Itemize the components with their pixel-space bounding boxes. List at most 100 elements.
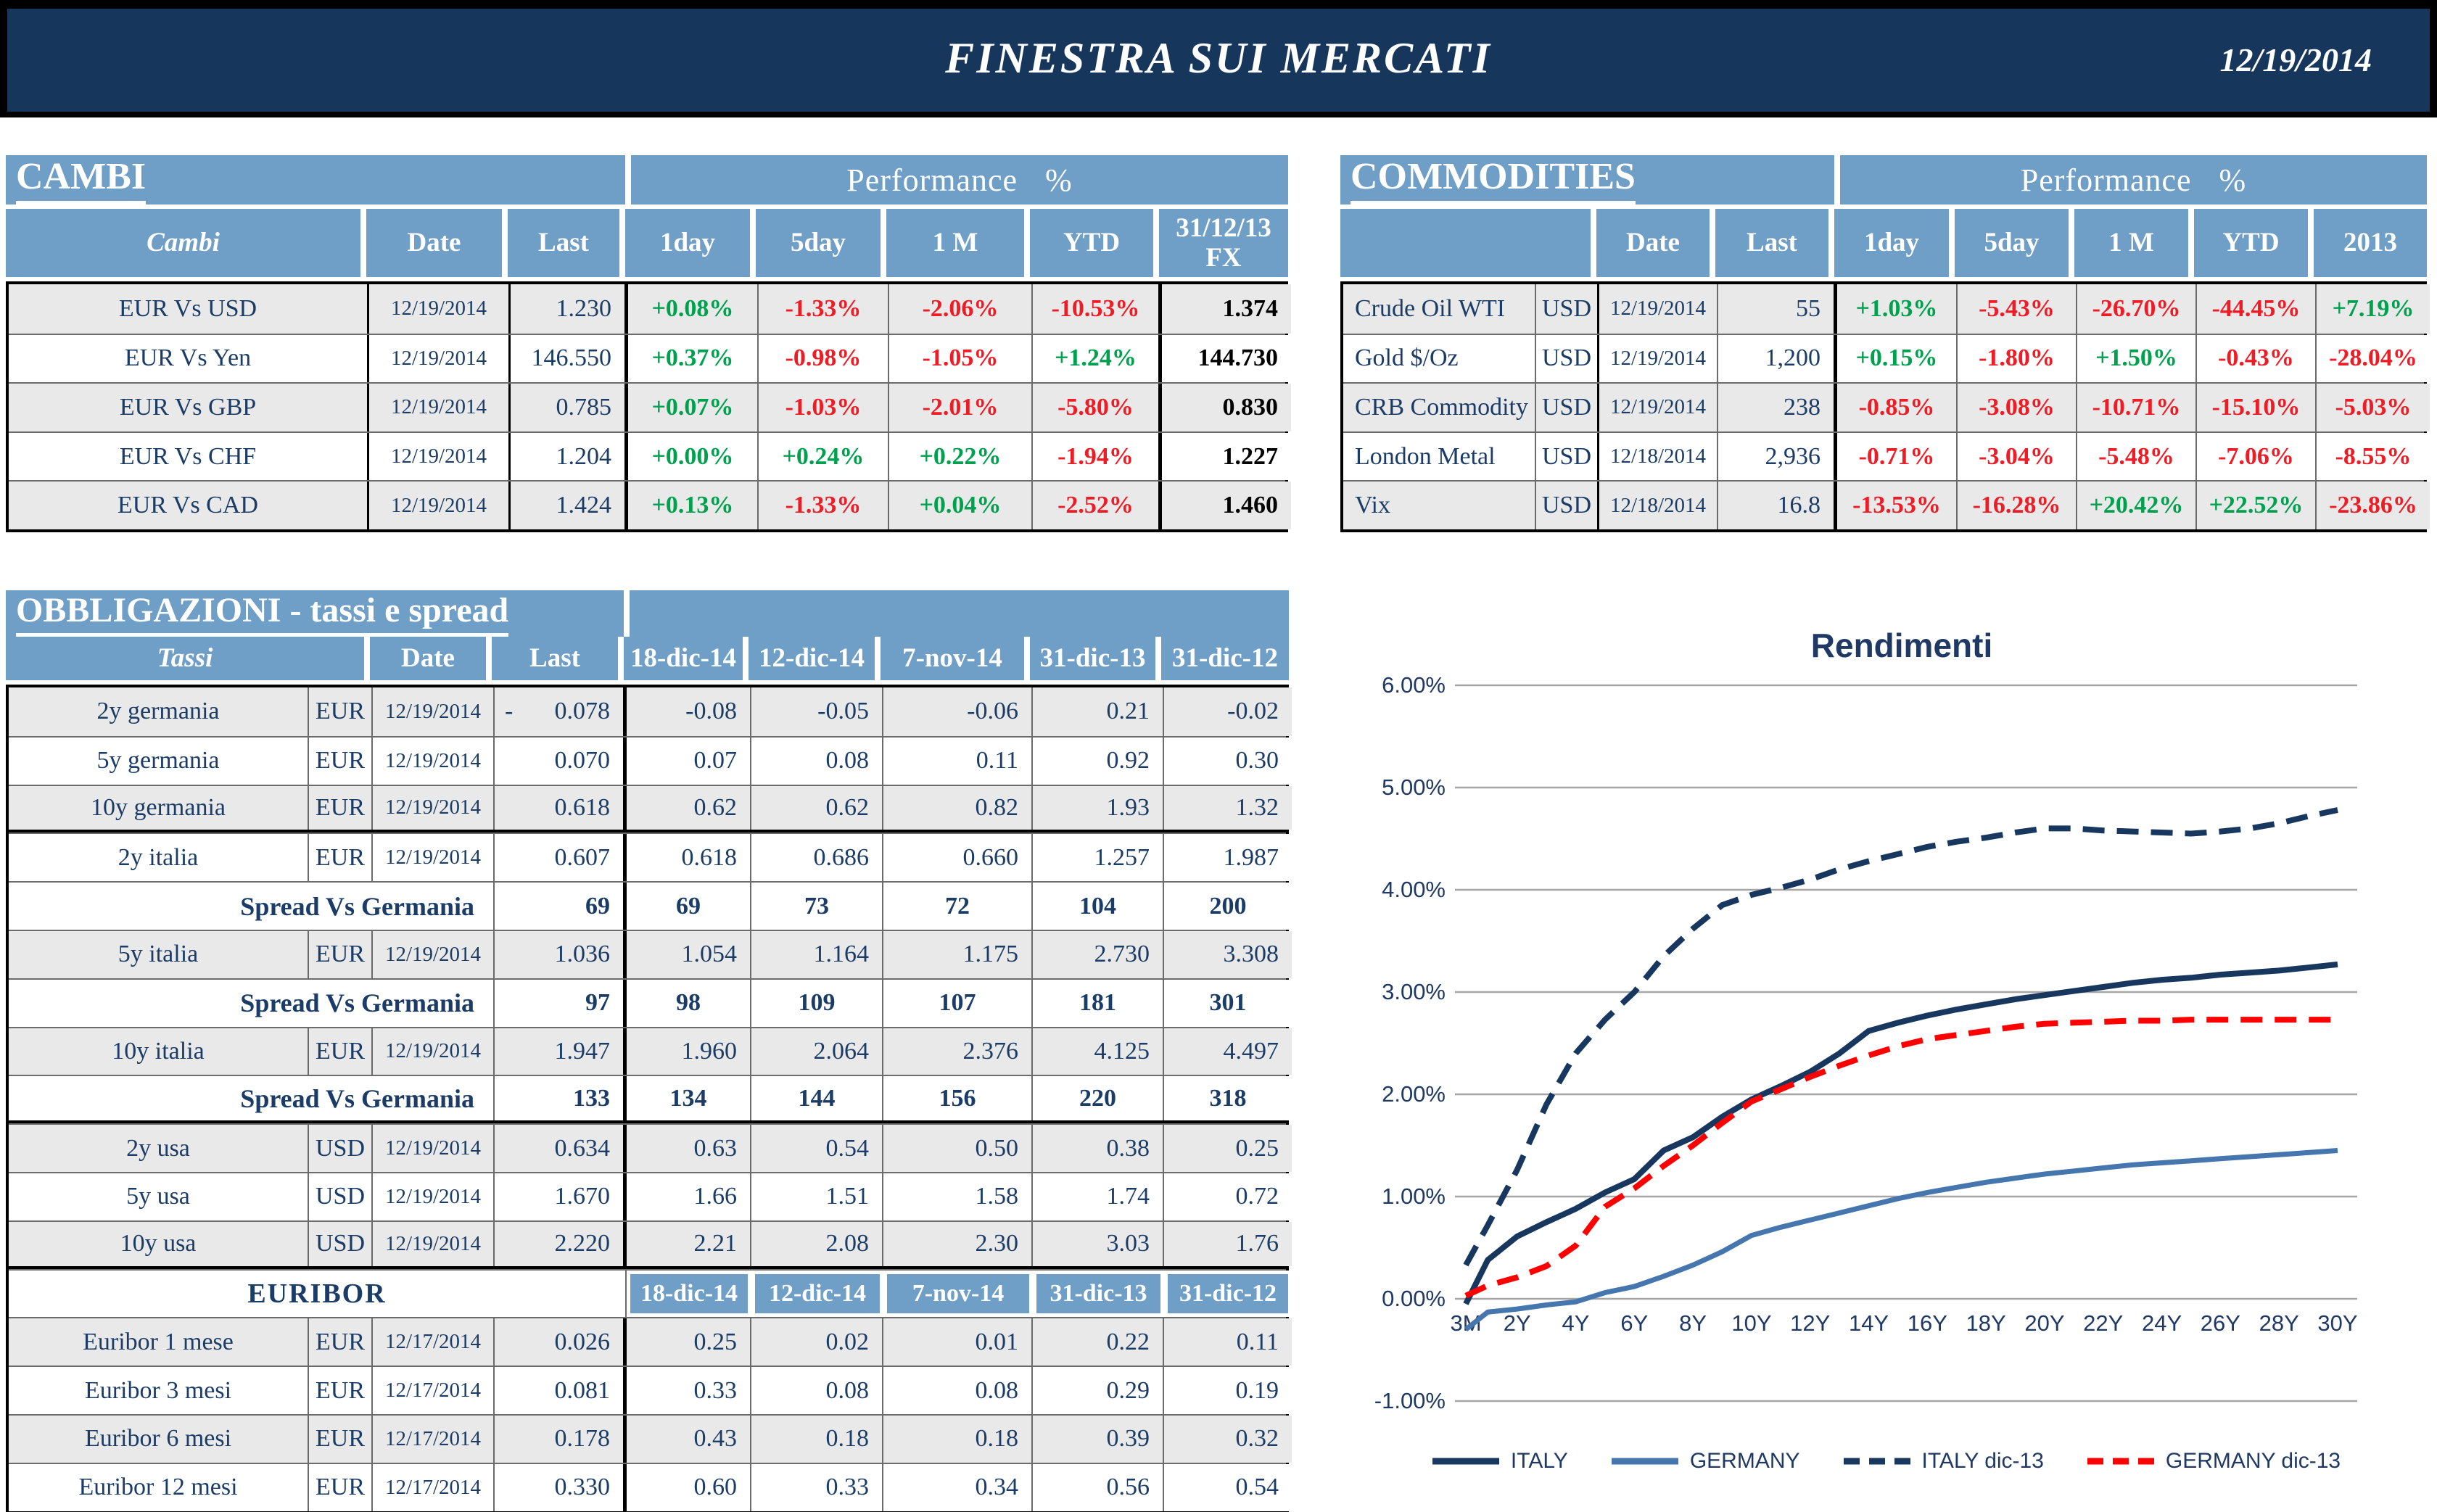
commodities-data: Crude Oil WTI USD 12/19/2014 55 +1.03% -5.43%… (1340, 281, 2430, 532)
perf-value: +7.19% (2317, 284, 2430, 334)
table-row: EUR Vs CHF 12/19/2014 1.204 +0.00% +0.24% +0.… (9, 431, 1291, 481)
spread-hist-value: 98 (627, 979, 751, 1027)
x-axis-label: 22Y (2083, 1310, 2123, 1336)
perf-value: +0.22% (889, 432, 1033, 481)
chart-title: Rendimenti (1811, 627, 1992, 664)
perf-value: -8.55% (2317, 432, 2430, 481)
bond-last: 0.081 (495, 1367, 627, 1414)
cambi-pair-name: EUR Vs GBP (9, 384, 369, 431)
commodity-date: 12/19/2014 (1599, 284, 1718, 334)
legend-line-sample (1611, 1458, 1678, 1465)
bond-hist-value: 0.25 (627, 1318, 751, 1366)
commodity-date: 12/19/2014 (1599, 384, 1718, 431)
table-row: EURIBOR 18-dic-14 12-dic-14 7-nov-14 31-dic-… (9, 1268, 1292, 1318)
bond-date: 12/19/2014 (373, 1125, 495, 1172)
perf-value: -1.03% (759, 384, 889, 431)
commodities-title-row: COMMODITIES Performance % (1340, 155, 2427, 205)
bond-hist-value: 1.66 (627, 1173, 751, 1220)
perf-value: +1.03% (1837, 284, 1958, 334)
perf-value: -28.04% (2317, 334, 2430, 383)
perf-value: -13.53% (1837, 482, 1958, 529)
x-axis-label: 10Y (1731, 1310, 1771, 1336)
bond-currency: EUR (309, 687, 373, 736)
bond-hist-value: 0.02 (751, 1318, 883, 1366)
column-header-date: Date (1596, 209, 1715, 277)
bond-currency: EUR (309, 785, 373, 830)
table-row: 10y italia EUR 12/19/2014 1.947 1.960 2.064 2.… (9, 1026, 1292, 1075)
spread-hist-value: 73 (751, 883, 883, 930)
column-header-blank (1340, 209, 1596, 277)
bond-date: 12/17/2014 (373, 1463, 495, 1511)
bond-currency: EUR (309, 737, 373, 785)
table-row: EUR Vs CAD 12/19/2014 1.424 +0.13% -1.33% +0.… (9, 480, 1291, 529)
bond-date: 12/19/2014 (373, 737, 495, 785)
cambi-column-headers: Cambi Date Last 1day 5day 1 M YTD 31/12/13 FX (6, 209, 1288, 277)
bonds-title-filler (630, 590, 1289, 637)
bond-last: 1.670 (495, 1173, 627, 1220)
bond-hist-value: -0.08 (627, 687, 751, 736)
legend-item: ITALY dic-13 (1842, 1449, 2044, 1474)
bond-hist-value: 3.308 (1164, 930, 1292, 978)
bonds-title-row: OBBLIGAZIONI - tassi e spread (6, 590, 1289, 637)
bond-name: 5y usa (9, 1173, 309, 1220)
x-axis-label: 30Y (2317, 1310, 2357, 1336)
bond-name: Euribor 3 mesi (9, 1367, 309, 1414)
bond-hist-value: -0.05 (751, 687, 883, 736)
table-row: Gold $/Oz USD 12/19/2014 1,200 +0.15% -1.80% +… (1343, 333, 2430, 383)
bond-hist-value: 1.76 (1164, 1221, 1292, 1266)
bond-hist-value: 2.376 (883, 1028, 1033, 1075)
table-row: Spread Vs Germania 97 98 109 107 181 301 (9, 978, 1292, 1027)
bond-hist-value: 0.62 (627, 785, 751, 830)
spread-last: 69 (495, 883, 627, 930)
bond-hist-value: 0.56 (1033, 1463, 1164, 1511)
bond-hist-value: 0.92 (1033, 737, 1164, 785)
bond-hist-value: 0.54 (751, 1125, 883, 1172)
perf-value: -0.85% (1837, 384, 1958, 431)
bond-hist-value: 1.164 (751, 930, 883, 978)
table-row: 5y italia EUR 12/19/2014 1.036 1.054 1.164 1.1… (9, 929, 1292, 978)
table-row: Euribor 12 mesi EUR 12/17/2014 0.330 0.60 0.3… (9, 1462, 1292, 1511)
bond-hist-value: 0.43 (627, 1415, 751, 1463)
column-header-perf-2: 1 M (2074, 209, 2194, 277)
page-date: 12/19/2014 (2219, 41, 2372, 78)
x-axis-label: 20Y (2024, 1310, 2064, 1336)
bond-last: 0.026 (495, 1318, 627, 1366)
column-header-perf-2: 1 M (886, 209, 1030, 277)
bond-hist-value: 0.08 (883, 1367, 1033, 1414)
spread-hist-value: 318 (1164, 1076, 1292, 1121)
x-axis-label: 6Y (1620, 1310, 1648, 1336)
bond-hist-value: -0.06 (883, 687, 1033, 736)
fx-value: 0.830 (1162, 384, 1291, 431)
perf-value: -1.33% (759, 284, 889, 334)
bond-hist-value: 0.39 (1033, 1415, 1164, 1463)
bond-date: 12/19/2014 (373, 785, 495, 830)
spread-hist-value: 107 (883, 979, 1033, 1027)
bond-hist-value: 2.30 (883, 1221, 1033, 1266)
x-axis-label: 14Y (1849, 1310, 1889, 1336)
bond-currency: EUR (309, 834, 373, 882)
bond-name: 10y germania (9, 785, 309, 830)
column-header-date: Date (370, 637, 492, 680)
bond-hist-value: 0.33 (627, 1367, 751, 1414)
bond-name: 10y usa (9, 1221, 309, 1266)
commodities-performance-title: Performance % (1840, 155, 2427, 205)
cambi-date: 12/19/2014 (369, 384, 511, 431)
bond-currency: EUR (309, 930, 373, 978)
column-header-perf-4: 31/12/13 FX (1159, 209, 1288, 277)
column-header-perf-1: 5day (1955, 209, 2074, 277)
commodities-table: COMMODITIES Performance % Date Last 1day 5d… (1340, 155, 2430, 532)
column-header-perf-3: YTD (2194, 209, 2314, 277)
bond-hist-value: 3.03 (1033, 1221, 1164, 1266)
x-axis-label: 28Y (2259, 1310, 2299, 1336)
perf-value: -2.01% (889, 384, 1033, 431)
bond-hist-value: 0.07 (627, 737, 751, 785)
y-axis-label: 0.00% (1382, 1286, 1446, 1311)
bond-date: 12/17/2014 (373, 1318, 495, 1366)
bond-hist-value: 2.064 (751, 1028, 883, 1075)
table-row: Euribor 6 mesi EUR 12/17/2014 0.178 0.43 0.18… (9, 1413, 1292, 1463)
euribor-column-header-1: 12-dic-14 (751, 1270, 883, 1318)
bond-hist-value: 0.63 (627, 1125, 751, 1172)
bond-hist-value: 2.730 (1033, 930, 1164, 978)
cambi-section-title: CAMBI (6, 155, 625, 205)
bond-hist-value: 1.987 (1164, 834, 1292, 882)
